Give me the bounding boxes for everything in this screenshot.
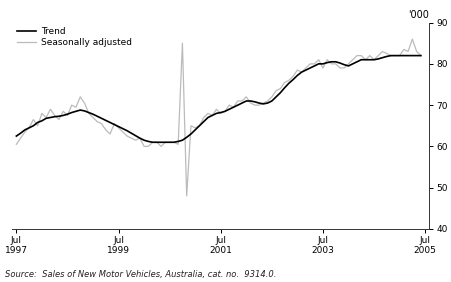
Text: Source:  Sales of New Motor Vehicles, Australia, cat. no.  9314.0.: Source: Sales of New Motor Vehicles, Aus… [5,270,275,279]
Text: '000: '000 [408,10,428,20]
Legend: Trend, Seasonally adjusted: Trend, Seasonally adjusted [17,27,132,47]
